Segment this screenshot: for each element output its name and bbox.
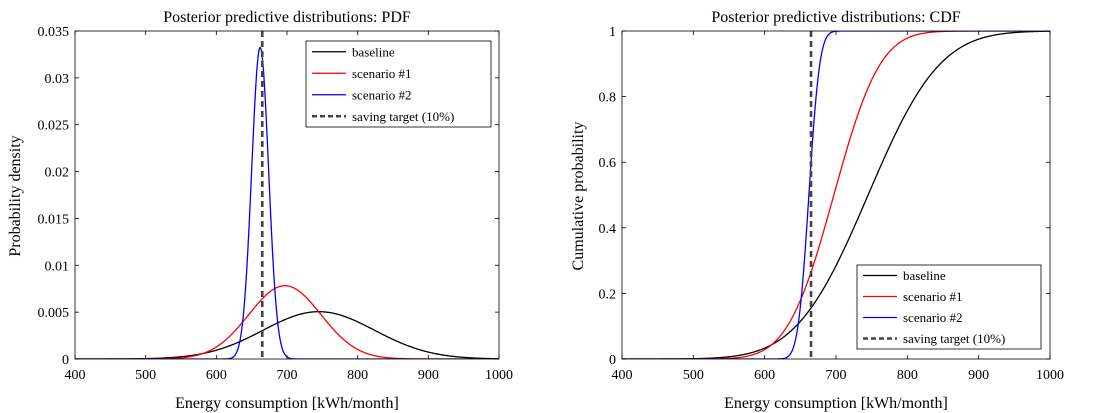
cdf-y-tick-label: 0.6 — [599, 156, 617, 171]
cdf-x-tick-label: 500 — [683, 368, 704, 383]
pdf-y-axis-label: Probability density — [7, 135, 24, 256]
pdf-x-axis-label: Energy consumption [kWh/month] — [175, 395, 399, 412]
cdf-y-tick-label: 0.4 — [599, 222, 617, 237]
cdf-plot-frame — [621, 30, 1051, 360]
pdf-x-tick-label: 600 — [206, 368, 227, 383]
pdf-legend: baseline scenario #1 scenario #2 saving tar… — [305, 40, 492, 128]
pdf-legend-label-baseline: baseline — [352, 44, 395, 59]
pdf-x-tick-label: 700 — [277, 368, 298, 383]
pdf-y-tick-label: 0.01 — [45, 259, 70, 274]
cdf-legend-label-saving-target-10: saving target (10%) — [903, 331, 1005, 346]
cdf-x-tick-label: 700 — [826, 368, 847, 383]
pdf-y-tick-label: 0.035 — [38, 25, 70, 40]
pdf-legend-box — [305, 40, 492, 128]
pdf-series-scenario-2 — [75, 46, 499, 359]
pdf-plot-frame — [74, 30, 500, 360]
pdf-x-tick-label: 1000 — [485, 368, 513, 383]
pdf-y-tick-label: 0.025 — [38, 119, 70, 134]
cdf-legend-label-scenario-1: scenario #1 — [903, 289, 963, 304]
cdf-x-tick-label: 900 — [968, 368, 989, 383]
cdf-legend: baseline scenario #1 scenario #2 saving tar… — [856, 264, 1042, 350]
pdf-x-tick-label: 500 — [135, 368, 156, 383]
pdf-y-tick-label: 0.03 — [45, 72, 70, 87]
cdf-legend-label-scenario-2: scenario #2 — [903, 310, 963, 325]
cdf-y-tick-label: 0.8 — [599, 91, 617, 106]
cdf-x-tick-label: 600 — [754, 368, 775, 383]
pdf-chart: Posterior predictive distributions: PDF … — [7, 9, 513, 412]
pdf-legend-label-saving-target-10: saving target (10%) — [352, 109, 454, 124]
pdf-y-tick-label: 0.015 — [38, 212, 70, 227]
cdf-x-tick-label: 1000 — [1036, 368, 1064, 383]
cdf-ticks: 400 500 600 700 800 900 1000 0 0.2 0.4 0.6 0.8 1 — [599, 25, 1065, 383]
pdf-y-tick-label: 0 — [62, 353, 69, 368]
pdf-y-tick-label: 0.02 — [45, 166, 70, 181]
pdf-legend-label-scenario-1: scenario #1 — [352, 66, 412, 81]
pdf-x-tick-label: 900 — [418, 368, 439, 383]
cdf-y-tick-label: 1 — [609, 25, 616, 40]
cdf-legend-label-baseline: baseline — [903, 268, 946, 283]
pdf-legend-label-scenario-2: scenario #2 — [352, 87, 412, 102]
pdf-x-tick-label: 800 — [347, 368, 368, 383]
cdf-x-axis-label: Energy consumption [kWh/month] — [724, 395, 948, 412]
pdf-ticks: 400 500 600 700 800 900 1000 0 0.005 0.01 0.015 0.0… — [38, 25, 514, 383]
cdf-x-tick-label: 400 — [612, 368, 633, 383]
pdf-chart-title: Posterior predictive distributions: PDF — [163, 9, 411, 26]
cdf-chart-title: Posterior predictive distributions: CDF — [711, 9, 960, 26]
cdf-y-tick-label: 0 — [609, 353, 616, 368]
cdf-legend-box — [856, 264, 1042, 350]
pdf-series-baseline — [75, 311, 499, 359]
pdf-series-scenario-1 — [75, 285, 499, 359]
cdf-chart: Posterior predictive distributions: CDF … — [570, 9, 1064, 412]
pdf-y-tick-label: 0.005 — [38, 306, 70, 321]
pdf-x-tick-label: 400 — [65, 368, 86, 383]
cdf-y-tick-label: 0.2 — [599, 287, 617, 302]
cdf-x-tick-label: 800 — [897, 368, 918, 383]
cdf-y-axis-label: Cumulative probability — [570, 122, 587, 271]
